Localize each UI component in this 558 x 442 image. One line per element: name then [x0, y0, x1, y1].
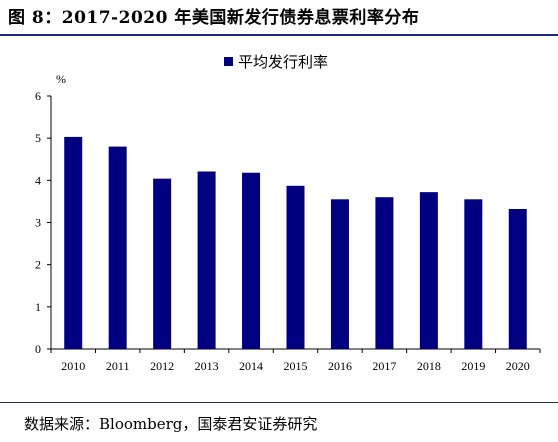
- legend-label: 平均发行利率: [238, 53, 328, 71]
- bar: [286, 185, 305, 349]
- y-tick-label: 1: [35, 300, 41, 314]
- bottom-rule: [0, 402, 558, 403]
- bar: [508, 209, 527, 349]
- bar: [64, 136, 83, 349]
- x-tick-label: 2015: [284, 359, 308, 373]
- bar: [464, 199, 483, 349]
- y-tick-label: 4: [35, 173, 41, 187]
- bar: [330, 199, 349, 349]
- x-tick-label: 2020: [506, 359, 530, 373]
- y-tick-label: 2: [35, 258, 41, 272]
- x-tick-label: 2012: [150, 359, 174, 373]
- x-tick-label: 2010: [61, 359, 85, 373]
- bar: [153, 178, 172, 349]
- x-tick-label: 2014: [239, 359, 263, 373]
- x-tick-label: 2016: [328, 359, 352, 373]
- top-rule: [0, 34, 558, 36]
- y-tick-label: 6: [35, 89, 41, 103]
- bar: [197, 171, 216, 349]
- bar: [375, 197, 394, 349]
- bar-series: [64, 136, 527, 349]
- x-tick-label: 2017: [372, 359, 396, 373]
- y-tick-label: 0: [35, 342, 41, 356]
- figure-title: 图 8：2017-2020 年美国新发行债券息票利率分布: [8, 8, 420, 28]
- chart-legend: 平均发行利率: [224, 53, 328, 71]
- y-tick-label: 3: [35, 216, 41, 230]
- x-tick-label: 2011: [106, 359, 130, 373]
- source-note: 数据来源：Bloomberg，国泰君安证券研究: [24, 415, 318, 433]
- x-tick-label: 2013: [195, 359, 219, 373]
- y-axis-unit: %: [56, 72, 66, 86]
- x-axis: 2010 2011 2012 2013 2014 2015 2016 2017 2018 2019…: [50, 348, 541, 373]
- x-tick-label: 2019: [461, 359, 485, 373]
- bar: [242, 172, 261, 349]
- legend-swatch: [224, 57, 233, 66]
- bar: [108, 146, 127, 349]
- bar: [419, 192, 438, 349]
- x-tick-label: 2018: [417, 359, 441, 373]
- y-tick-label: 5: [35, 131, 41, 145]
- y-axis: 0 1 2 3 4 5 6: [35, 89, 52, 356]
